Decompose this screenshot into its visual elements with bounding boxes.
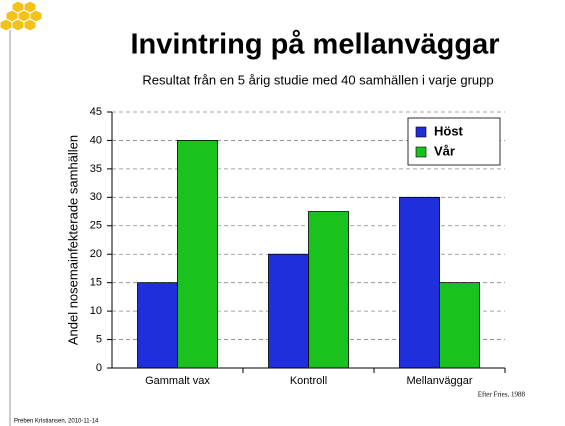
y-tick-label: 5 xyxy=(96,333,102,345)
y-axis-label: Andel nosemainfekterade samhällen xyxy=(65,135,80,345)
y-tick-label: 25 xyxy=(90,220,102,232)
y-tick-label: 10 xyxy=(90,305,102,317)
logo xyxy=(0,0,43,32)
annotation: Efter Fries, 1988 xyxy=(478,391,526,399)
y-tick-label: 35 xyxy=(90,163,102,175)
x-tick-label: Kontroll xyxy=(290,375,327,387)
bar xyxy=(268,253,309,369)
legend-swatch xyxy=(415,126,427,138)
x-tick-label: Mellanväggar xyxy=(406,375,472,387)
y-tick-label: 45 xyxy=(90,106,102,118)
y-tick-label: 30 xyxy=(90,191,102,203)
y-tick-label: 20 xyxy=(90,248,102,260)
y-tick-label: 40 xyxy=(90,134,102,146)
bar xyxy=(439,282,480,369)
chart-subtitle: Resultat från en 5 årig studie med 40 sa… xyxy=(142,72,493,87)
chart-title: Invintring på mellanväggar xyxy=(130,29,499,61)
y-tick-label: 15 xyxy=(90,277,102,289)
footer: Preben Kristiansen, 2010-11-14 xyxy=(14,419,99,425)
bar xyxy=(399,196,440,369)
bar xyxy=(137,282,178,369)
y-tick-label: 0 xyxy=(96,362,102,374)
bar xyxy=(177,140,218,369)
x-tick-label: Gammalt vax xyxy=(145,375,210,387)
legend-swatch xyxy=(415,146,427,158)
legend-label: Höst xyxy=(434,123,464,138)
legend-label: Vår xyxy=(434,143,455,158)
bar xyxy=(308,211,349,369)
